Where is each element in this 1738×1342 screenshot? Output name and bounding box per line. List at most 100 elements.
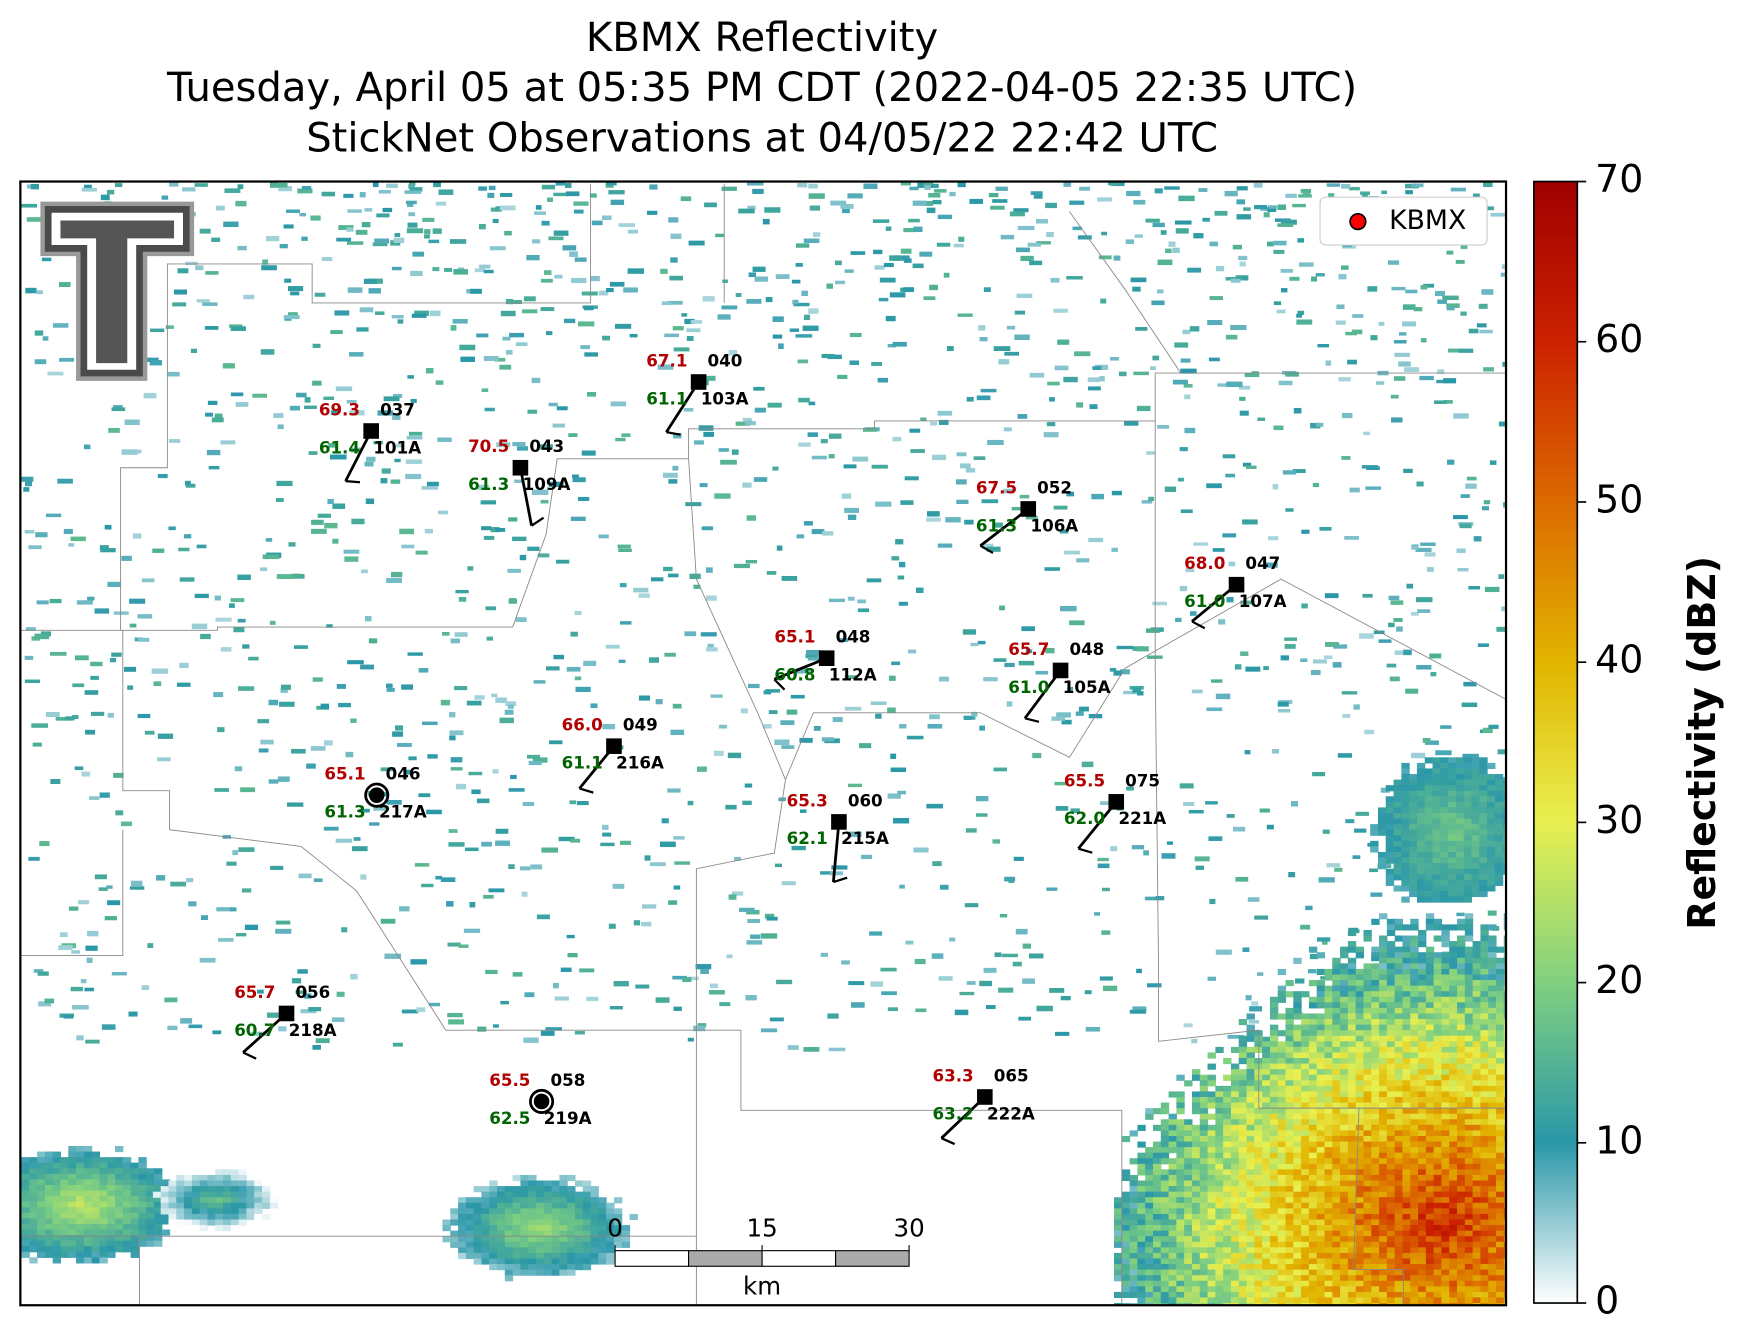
echo: [1223, 1169, 1232, 1176]
echo: [831, 865, 848, 870]
echo: [1410, 1230, 1419, 1237]
echo: [1266, 824, 1274, 830]
echo: [1176, 1158, 1185, 1165]
echo: [680, 196, 692, 202]
echo: [107, 581, 121, 588]
echo: [1386, 1052, 1396, 1059]
echo: [1191, 1147, 1201, 1154]
echo: [1324, 1030, 1333, 1037]
echo: [1184, 1269, 1193, 1276]
echo: [432, 228, 442, 234]
echo: [128, 1011, 138, 1017]
echo: [1496, 1052, 1505, 1059]
echo: [1145, 1219, 1154, 1226]
echo: [0, 1235, 6, 1241]
echo: [1324, 1191, 1333, 1198]
echo: [1095, 364, 1109, 370]
echo: [72, 1005, 89, 1010]
echo: [1488, 1236, 1497, 1243]
echo: [1449, 941, 1458, 948]
echo: [1355, 1236, 1365, 1243]
echo: [1457, 1030, 1466, 1037]
echo: [1047, 381, 1060, 386]
echo: [1355, 1019, 1365, 1026]
echo: [1481, 506, 1489, 511]
echo: [1472, 941, 1481, 948]
echo: [39, 841, 50, 847]
echo: [1424, 740, 1439, 745]
echo: [84, 444, 91, 450]
echo: [1457, 1202, 1466, 1209]
echo: [1277, 1213, 1287, 1221]
echo: [1386, 929, 1396, 937]
echo: [297, 188, 313, 194]
echo: [1285, 1035, 1294, 1042]
echo: [1168, 1264, 1177, 1271]
echo: [1176, 1241, 1185, 1248]
echo: [1363, 1180, 1372, 1187]
echo: [1053, 505, 1068, 510]
echo: [1324, 1213, 1333, 1221]
echo: [1385, 879, 1395, 886]
echo: [1471, 818, 1480, 825]
echo: [280, 684, 291, 690]
echo: [240, 787, 256, 793]
echo: [1386, 1252, 1396, 1260]
echo: [1433, 1052, 1442, 1059]
echo: [1488, 1007, 1497, 1015]
echo: [1418, 1241, 1427, 1248]
echo: [1371, 974, 1380, 981]
echo: [6, 1213, 14, 1219]
echo: [1230, 1186, 1240, 1193]
echo: [1191, 1038, 1198, 1044]
echo: [49, 598, 62, 604]
echo: [63, 528, 73, 535]
echo: [1316, 1174, 1326, 1182]
echo: [60, 1207, 69, 1214]
echo: [821, 353, 835, 359]
echo: [655, 997, 670, 1003]
echo: [1373, 630, 1385, 635]
echo: [1004, 662, 1015, 668]
echo: [1410, 991, 1419, 998]
echo: [888, 675, 896, 681]
echo: [1207, 1275, 1216, 1282]
echo: [1137, 1186, 1146, 1193]
echo: [1355, 968, 1365, 976]
echo: [958, 236, 965, 242]
echo: [1097, 863, 1110, 869]
echo: [188, 901, 197, 907]
echo: [52, 1190, 62, 1197]
echo: [1285, 1063, 1294, 1070]
echo: [1401, 768, 1410, 775]
echo: [1409, 868, 1418, 875]
echo: [1424, 796, 1434, 803]
echo: [1364, 729, 1375, 735]
echo: [1488, 1202, 1497, 1209]
echo: [1069, 620, 1085, 626]
echo: [1160, 1280, 1170, 1287]
echo: [1311, 276, 1317, 282]
echo: [1448, 768, 1457, 775]
echo: [1402, 946, 1411, 953]
echo: [1425, 1024, 1435, 1031]
echo: [1238, 1174, 1248, 1182]
echo: [312, 677, 323, 682]
echo: [859, 743, 872, 749]
echo: [850, 1002, 865, 1008]
echo: [1168, 1169, 1177, 1176]
echo: [37, 1173, 46, 1180]
echo: [1432, 812, 1441, 820]
echo: [1145, 1275, 1154, 1282]
echo: [1059, 605, 1077, 612]
echo: [1168, 1252, 1177, 1260]
echo: [874, 265, 885, 270]
echo: [1340, 1252, 1349, 1260]
echo: [1353, 704, 1360, 710]
echo: [1457, 1019, 1466, 1026]
echo: [1191, 1102, 1201, 1109]
echo: [1388, 595, 1400, 601]
echo: [1464, 1191, 1474, 1198]
echo: [1207, 1230, 1216, 1237]
echo: [1354, 828, 1367, 833]
